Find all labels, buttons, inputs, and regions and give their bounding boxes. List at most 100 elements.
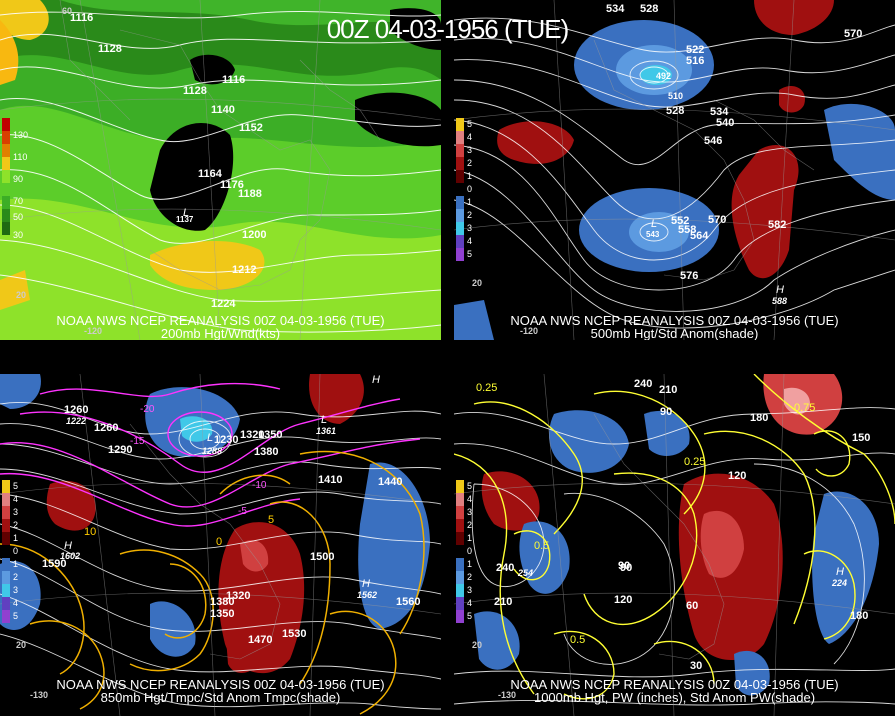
low-center-label: L	[651, 218, 658, 230]
high-center-label: H	[64, 540, 72, 552]
high-center-value: 1562	[357, 590, 378, 600]
temp-contour-label: 10	[84, 526, 97, 538]
contour-label: 240	[496, 562, 515, 574]
panel-1000mb-map	[454, 374, 895, 716]
lat-label: 20	[472, 640, 483, 650]
contour-label: 1530	[282, 628, 307, 640]
pw-contour-label: 0.25	[476, 382, 498, 394]
contour-label: 1350	[258, 429, 283, 441]
contour-label: 1116	[70, 12, 94, 24]
contour-label: 1224	[211, 298, 236, 310]
contour-label: 180	[750, 412, 769, 424]
contour-label: 210	[659, 384, 678, 396]
low-center-label: L	[183, 207, 190, 219]
contour-label: 1164	[198, 168, 222, 180]
contour-label: 1590	[42, 558, 67, 570]
low-center-value: 254	[518, 568, 534, 578]
lat-label: 20	[16, 640, 27, 650]
panel-1000mb-caption: NOAA NWS NCEP REANALYSIS 00Z 04-03-1956 …	[510, 677, 839, 692]
high-center-label: H	[776, 284, 784, 296]
contour-label: 1212	[232, 264, 257, 276]
temp-contour-label: -5	[238, 506, 247, 517]
low-center-label: L	[321, 414, 328, 426]
contour-label: 1320	[226, 590, 251, 602]
panel-200mb-caption: NOAA NWS NCEP REANALYSIS 00Z 04-03-1956 …	[56, 313, 385, 328]
contour-label: 564	[690, 230, 709, 242]
contour-label: 522	[686, 44, 705, 56]
temp-contour-label: 0	[216, 536, 223, 548]
contour-label: 570	[708, 214, 727, 226]
contour-label: 1410	[318, 474, 343, 486]
pw-contour-label: 0.5	[534, 540, 550, 552]
low-center-value: 1137	[176, 215, 194, 224]
lon-label: -130	[30, 690, 49, 700]
contour-label: 1140	[211, 104, 235, 116]
contour-label: 534	[710, 106, 729, 118]
high-center-label: H	[362, 578, 370, 590]
contour-label: 150	[852, 432, 871, 444]
contour-label: 1128	[183, 85, 207, 97]
contour-label: 516	[686, 55, 705, 67]
panel-1000mb-subcaption: 1000mb Hgt, PW (inches), Std Anom PW(sha…	[533, 690, 816, 705]
contour-label: 1440	[378, 476, 403, 488]
contour-label: 240	[634, 378, 653, 390]
temp-contour-label: -20	[140, 404, 155, 415]
lon-label: -120	[84, 326, 103, 336]
high-center-label: H	[372, 374, 380, 386]
contour-label: 1290	[108, 444, 133, 456]
contour-label: 492	[656, 71, 672, 81]
panel-500mb-caption: NOAA NWS NCEP REANALYSIS 00Z 04-03-1956 …	[510, 313, 839, 328]
contour-label: 1230	[214, 434, 239, 446]
contour-label: 90	[620, 562, 633, 574]
colorbar-wind: 130 110 90 70 50 30	[2, 118, 28, 240]
contour-label: 90	[660, 406, 673, 418]
pw-contour-label: 0.5	[570, 634, 586, 646]
contour-label: 1176	[220, 179, 244, 191]
contour-label: 90	[618, 560, 631, 572]
contour-label: 558	[678, 224, 697, 236]
contour-label: 60	[686, 600, 699, 612]
high-center-value: 588	[772, 296, 788, 306]
pw-contour-label: 0.75	[794, 402, 816, 414]
contour-label: 1116	[222, 74, 246, 86]
low-center-value: 1288	[202, 446, 223, 456]
panel-850mb-caption: NOAA NWS NCEP REANALYSIS 00Z 04-03-1956 …	[56, 677, 385, 692]
contour-label: 30	[690, 660, 703, 672]
contour-label: 210	[494, 596, 513, 608]
contour-label: 546	[704, 135, 723, 147]
contour-label: 1380	[210, 596, 235, 608]
contour-label: 1200	[242, 229, 267, 241]
contour-label: 1560	[396, 596, 421, 608]
contour-label: 120	[728, 470, 747, 482]
panel-850mb: 1260 1222 1260 1290 1230 1320 1350 1380 …	[0, 374, 441, 716]
high-center-label: H	[836, 566, 844, 578]
contour-label: 1128	[98, 43, 122, 55]
temp-contour-label: 5	[268, 514, 275, 526]
colorbar-anomaly: 5 4 3 2 1 0 1 2 3 4 5	[456, 118, 472, 261]
contour-label: 582	[768, 219, 787, 231]
contour-label: 1500	[310, 551, 335, 563]
contour-label: 1470	[248, 634, 273, 646]
contour-label: 1188	[238, 188, 262, 200]
low-center-label: L	[207, 432, 214, 444]
contour-label: 180	[850, 610, 869, 622]
lon-label: -120	[520, 326, 539, 336]
contour-label: 576	[680, 270, 699, 282]
contour-label: 528	[666, 105, 685, 117]
panel-850mb-map	[0, 374, 441, 716]
panel-500mb-subcaption: 500mb Hgt/Std Anom(shade)	[590, 326, 759, 341]
pw-contour-label: 0.25	[684, 456, 706, 468]
figure-title: 00Z 04-03-1956 (TUE)	[326, 14, 570, 44]
high-center-value: 224	[832, 578, 848, 588]
contour-label: 1222	[66, 416, 87, 426]
panel-1000mb: 0.25 240 210 90 180 150 120 90 60 30 210…	[454, 374, 895, 716]
contour-label: 1260	[94, 422, 119, 434]
contour-label: 1380	[254, 446, 279, 458]
panel-500mb: 534 528 570 522 516 492 510 528 534 540 …	[454, 0, 895, 340]
contour-label: 120	[614, 594, 633, 606]
contour-label: 1152	[239, 122, 263, 134]
low-center-value: 1361	[316, 426, 337, 436]
panel-500mb-map	[454, 0, 895, 340]
panel-200mb-subcaption: 200mb Hgt/Wnd(kts)	[160, 326, 281, 341]
